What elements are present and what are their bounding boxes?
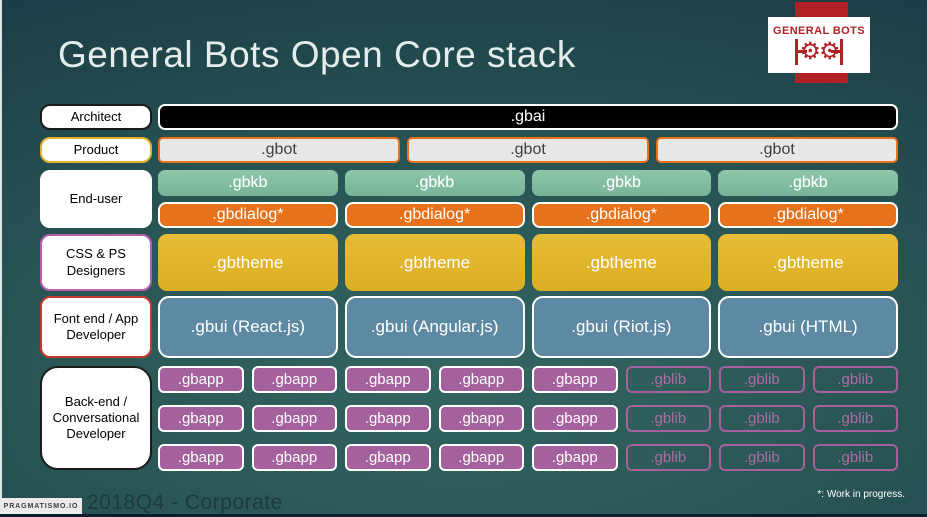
gbapp-box: .gbapp bbox=[532, 405, 618, 432]
logo-wordmark: GENERAL BOTS bbox=[773, 25, 865, 37]
page-title: General Bots Open Core stack bbox=[58, 34, 576, 75]
gblib-box: .gblib bbox=[625, 405, 711, 432]
role-label-text: Product bbox=[73, 141, 119, 157]
row-gbui: .gbui (React.js) .gbui (Angular.js) .gbu… bbox=[158, 296, 898, 358]
row-gbkb: .gbkb .gbkb .gbkb .gbkb bbox=[158, 170, 898, 196]
role-label-frontend-developer: Font end / App Developer bbox=[40, 296, 152, 358]
gbapp-box: .gbapp bbox=[251, 366, 337, 393]
gbkb-box: .gbkb bbox=[531, 170, 712, 196]
gbapp-box: .gbapp bbox=[158, 405, 244, 432]
row-gbdialog: .gbdialog* .gbdialog* .gbdialog* .gbdial… bbox=[158, 202, 898, 228]
work-in-progress-note: *: Work in progress. bbox=[817, 489, 905, 500]
gbapp-box: .gbapp bbox=[158, 366, 244, 393]
gbai-box: .gbai bbox=[158, 104, 898, 130]
gbtheme-box: .gbtheme bbox=[718, 234, 898, 291]
gblib-box: .gblib bbox=[719, 444, 805, 471]
gblib-box: .gblib bbox=[812, 444, 898, 471]
row-gbot: .gbot .gbot .gbot bbox=[158, 137, 898, 163]
pragmatismo-logo: PRAGMATISMO.IO bbox=[0, 498, 82, 514]
footer-caption: 2018Q4 - Corporate bbox=[87, 491, 283, 514]
gbkb-box: .gbkb bbox=[158, 170, 338, 196]
gbapp-box: .gbapp bbox=[438, 444, 524, 471]
gbot-box: .gbot bbox=[158, 137, 400, 163]
gblib-box: .gblib bbox=[719, 405, 805, 432]
gblib-box: .gblib bbox=[812, 366, 898, 393]
gear-bar-left-icon bbox=[795, 39, 808, 65]
role-label-product: Product bbox=[40, 137, 152, 163]
role-label-end-user: End-user bbox=[40, 170, 152, 228]
gbdialog-box: .gbdialog* bbox=[718, 202, 898, 228]
gbapp-box: .gbapp bbox=[532, 444, 618, 471]
gbui-react-box: .gbui (React.js) bbox=[158, 296, 338, 358]
gbapp-box: .gbapp bbox=[251, 405, 337, 432]
role-label-css-ps-designers: CSS & PS Designers bbox=[40, 234, 152, 291]
gbtheme-box: .gbtheme bbox=[531, 234, 712, 291]
gbapp-box: .gbapp bbox=[532, 366, 618, 393]
gbot-box: .gbot bbox=[407, 137, 649, 163]
gbapp-box: .gbapp bbox=[438, 366, 524, 393]
role-label-architect: Architect bbox=[40, 104, 152, 130]
row-backend-2: .gbapp .gbapp .gbapp .gbapp .gbapp .gbli… bbox=[158, 405, 898, 432]
gbdialog-box: .gbdialog* bbox=[158, 202, 338, 228]
role-label-text: Architect bbox=[70, 108, 122, 124]
gbapp-box: .gbapp bbox=[251, 444, 337, 471]
gbtheme-box: .gbtheme bbox=[344, 234, 525, 291]
row-gbai: .gbai bbox=[158, 104, 898, 130]
gbapp-box: .gbapp bbox=[345, 444, 431, 471]
left-edge-divider bbox=[0, 0, 2, 517]
gbtheme-box: .gbtheme bbox=[158, 234, 338, 291]
gbkb-box: .gbkb bbox=[718, 170, 898, 196]
gbapp-box: .gbapp bbox=[438, 405, 524, 432]
gear-bar-right-icon bbox=[830, 39, 843, 65]
role-label-text: End-user bbox=[69, 190, 123, 206]
gbapp-box: .gbapp bbox=[345, 405, 431, 432]
bottom-edge-divider bbox=[0, 514, 927, 517]
role-label-text: Font end / App Developer bbox=[53, 310, 139, 342]
gbui-riot-box: .gbui (Riot.js) bbox=[531, 296, 712, 358]
gblib-box: .gblib bbox=[812, 405, 898, 432]
gblib-box: .gblib bbox=[719, 366, 805, 393]
gblib-box: .gblib bbox=[625, 444, 711, 471]
gbapp-box: .gbapp bbox=[345, 366, 431, 393]
gbdialog-box: .gbdialog* bbox=[344, 202, 525, 228]
gbui-angular-box: .gbui (Angular.js) bbox=[344, 296, 525, 358]
gears-icon: ⚙⚙ bbox=[795, 37, 843, 67]
row-backend-1: .gbapp .gbapp .gbapp .gbapp .gbapp .gbli… bbox=[158, 366, 898, 393]
gbdialog-box: .gbdialog* bbox=[531, 202, 712, 228]
general-bots-logo: GENERAL BOTS ⚙⚙ bbox=[768, 17, 870, 73]
gbapp-box: .gbapp bbox=[158, 444, 244, 471]
role-label-text: CSS & PS Designers bbox=[66, 246, 126, 278]
gbui-html-box: .gbui (HTML) bbox=[718, 296, 898, 358]
gblib-box: .gblib bbox=[625, 366, 711, 393]
role-label-backend-developer: Back-end / Conversational Developer bbox=[40, 366, 152, 470]
gbot-box: .gbot bbox=[656, 137, 898, 163]
gbkb-box: .gbkb bbox=[344, 170, 525, 196]
row-backend-3: .gbapp .gbapp .gbapp .gbapp .gbapp .gbli… bbox=[158, 444, 898, 471]
role-label-text: Back-end / Conversational Developer bbox=[52, 393, 140, 442]
row-gbtheme: .gbtheme .gbtheme .gbtheme .gbtheme bbox=[158, 234, 898, 291]
